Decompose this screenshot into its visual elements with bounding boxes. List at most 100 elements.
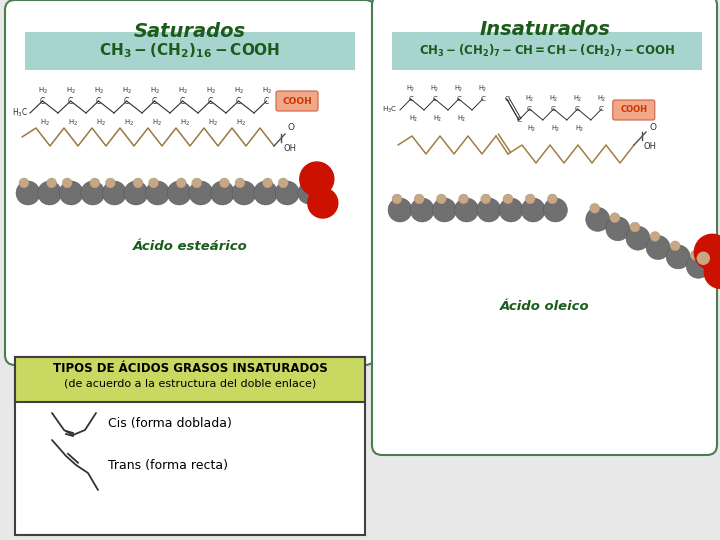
Text: $\mathsf{H_2}$: $\mathsf{H_2}$ [208, 118, 218, 128]
Text: Ácido esteárico: Ácido esteárico [132, 240, 248, 253]
Circle shape [308, 188, 338, 218]
Text: $\mathsf{H_2}$: $\mathsf{H_2}$ [525, 94, 534, 104]
Text: Cis (forma doblada): Cis (forma doblada) [108, 417, 232, 430]
Text: C: C [236, 97, 241, 105]
Circle shape [586, 207, 610, 231]
Text: $\mathsf{H_2}$: $\mathsf{H_2}$ [478, 84, 487, 94]
Text: $\mathsf{H_2}$: $\mathsf{H_2}$ [233, 86, 243, 96]
Text: C: C [96, 97, 102, 105]
Circle shape [145, 181, 170, 205]
Text: $\mathsf{H_2}$: $\mathsf{H_2}$ [96, 118, 107, 128]
Text: $\mathsf{H_2}$: $\mathsf{H_2}$ [153, 118, 163, 128]
Text: C: C [124, 97, 129, 105]
Text: $\mathsf{H_2}$: $\mathsf{H_2}$ [430, 84, 439, 94]
Circle shape [133, 178, 143, 188]
Circle shape [481, 194, 491, 204]
Text: $\mathsf{H_2}$: $\mathsf{H_2}$ [206, 86, 215, 96]
Text: C: C [208, 97, 213, 105]
Text: $\mathbf{CH_3-(CH_2)_7-CH=CH-(CH_2)_7-COOH}$: $\mathbf{CH_3-(CH_2)_7-CH=CH-(CH_2)_7-CO… [419, 43, 675, 59]
Circle shape [590, 204, 600, 213]
Text: C: C [152, 97, 157, 105]
Text: $\mathsf{H_2}$: $\mathsf{H_2}$ [527, 124, 536, 134]
Text: Insaturados: Insaturados [480, 20, 611, 39]
Circle shape [436, 194, 446, 204]
Text: $\mathsf{H_2}$: $\mathsf{H_2}$ [178, 86, 188, 96]
Circle shape [525, 194, 535, 204]
FancyBboxPatch shape [25, 32, 355, 70]
Text: COOH: COOH [621, 105, 647, 114]
Text: $\mathsf{H_2}$: $\mathsf{H_2}$ [122, 86, 132, 96]
Circle shape [388, 198, 412, 222]
Circle shape [410, 198, 434, 222]
FancyBboxPatch shape [613, 100, 654, 120]
Text: C: C [68, 97, 73, 105]
FancyBboxPatch shape [5, 0, 375, 365]
Circle shape [454, 198, 479, 222]
Text: $\mathsf{H_2}$: $\mathsf{H_2}$ [236, 118, 246, 128]
Circle shape [105, 178, 115, 188]
Text: C: C [456, 96, 462, 102]
Circle shape [176, 178, 186, 188]
Text: C: C [599, 106, 604, 112]
Text: (de acuerdo a la estructura del doble enlace): (de acuerdo a la estructura del doble en… [64, 378, 316, 388]
Text: $\mathsf{H_2}$: $\mathsf{H_2}$ [181, 118, 190, 128]
FancyBboxPatch shape [392, 32, 702, 70]
Text: C: C [480, 96, 485, 102]
Text: C: C [575, 106, 580, 112]
Circle shape [694, 234, 720, 271]
Circle shape [253, 181, 278, 205]
Circle shape [19, 178, 29, 188]
Circle shape [300, 162, 334, 196]
Text: Trans (forma recta): Trans (forma recta) [108, 458, 228, 471]
Circle shape [544, 198, 567, 222]
Circle shape [414, 194, 424, 204]
FancyBboxPatch shape [15, 357, 365, 535]
Circle shape [698, 252, 709, 264]
Text: $\mathsf{H_2}$: $\mathsf{H_2}$ [433, 114, 442, 124]
Circle shape [37, 181, 62, 205]
Circle shape [275, 181, 300, 205]
Text: C: C [516, 117, 521, 123]
FancyBboxPatch shape [372, 0, 717, 455]
Circle shape [263, 178, 273, 188]
Text: $\mathsf{H_2}$: $\mathsf{H_2}$ [408, 114, 418, 124]
Text: Ácido oleico: Ácido oleico [500, 300, 590, 313]
Circle shape [499, 198, 523, 222]
Circle shape [81, 181, 105, 205]
Circle shape [503, 194, 513, 204]
Text: OH: OH [644, 142, 657, 151]
Circle shape [102, 181, 127, 205]
Circle shape [62, 178, 72, 188]
Text: $\mathbf{CH_3-(CH_2)_{16}-COOH}$: $\mathbf{CH_3-(CH_2)_{16}-COOH}$ [99, 42, 281, 60]
Text: OH: OH [283, 144, 296, 153]
Circle shape [459, 194, 469, 204]
Text: O: O [288, 124, 295, 132]
Text: TIPOS DE ÁCIDOS GRASOS INSATURADOS: TIPOS DE ÁCIDOS GRASOS INSATURADOS [53, 362, 328, 375]
Text: C: C [432, 96, 437, 102]
Circle shape [650, 232, 660, 241]
Text: $\mathsf{H_2}$: $\mathsf{H_2}$ [597, 94, 606, 104]
Text: O: O [649, 123, 656, 132]
Circle shape [90, 178, 100, 188]
Text: $\mathsf{H_2}$: $\mathsf{H_2}$ [94, 86, 104, 96]
Text: $\mathsf{H_2}$: $\mathsf{H_2}$ [150, 86, 160, 96]
Text: $\mathsf{H_2}$: $\mathsf{H_2}$ [66, 86, 76, 96]
Circle shape [235, 178, 245, 188]
Text: C: C [551, 106, 556, 112]
Circle shape [646, 235, 670, 260]
Text: COOH: COOH [282, 97, 312, 105]
Circle shape [148, 178, 158, 188]
Circle shape [626, 226, 650, 250]
Text: $\mathsf{H_3C}$: $\mathsf{H_3C}$ [12, 107, 28, 119]
Text: $\mathsf{H_2}$: $\mathsf{H_2}$ [454, 84, 464, 94]
Circle shape [704, 256, 720, 288]
Circle shape [210, 181, 235, 205]
Circle shape [392, 194, 402, 204]
Text: $\mathsf{H_2}$: $\mathsf{H_2}$ [575, 124, 585, 134]
Text: $\mathsf{H_2}$: $\mathsf{H_2}$ [406, 84, 415, 94]
Circle shape [670, 241, 680, 251]
Text: C: C [527, 106, 532, 112]
Text: $\mathsf{H_2}$: $\mathsf{H_2}$ [549, 94, 558, 104]
Circle shape [298, 182, 320, 204]
Circle shape [606, 217, 630, 241]
